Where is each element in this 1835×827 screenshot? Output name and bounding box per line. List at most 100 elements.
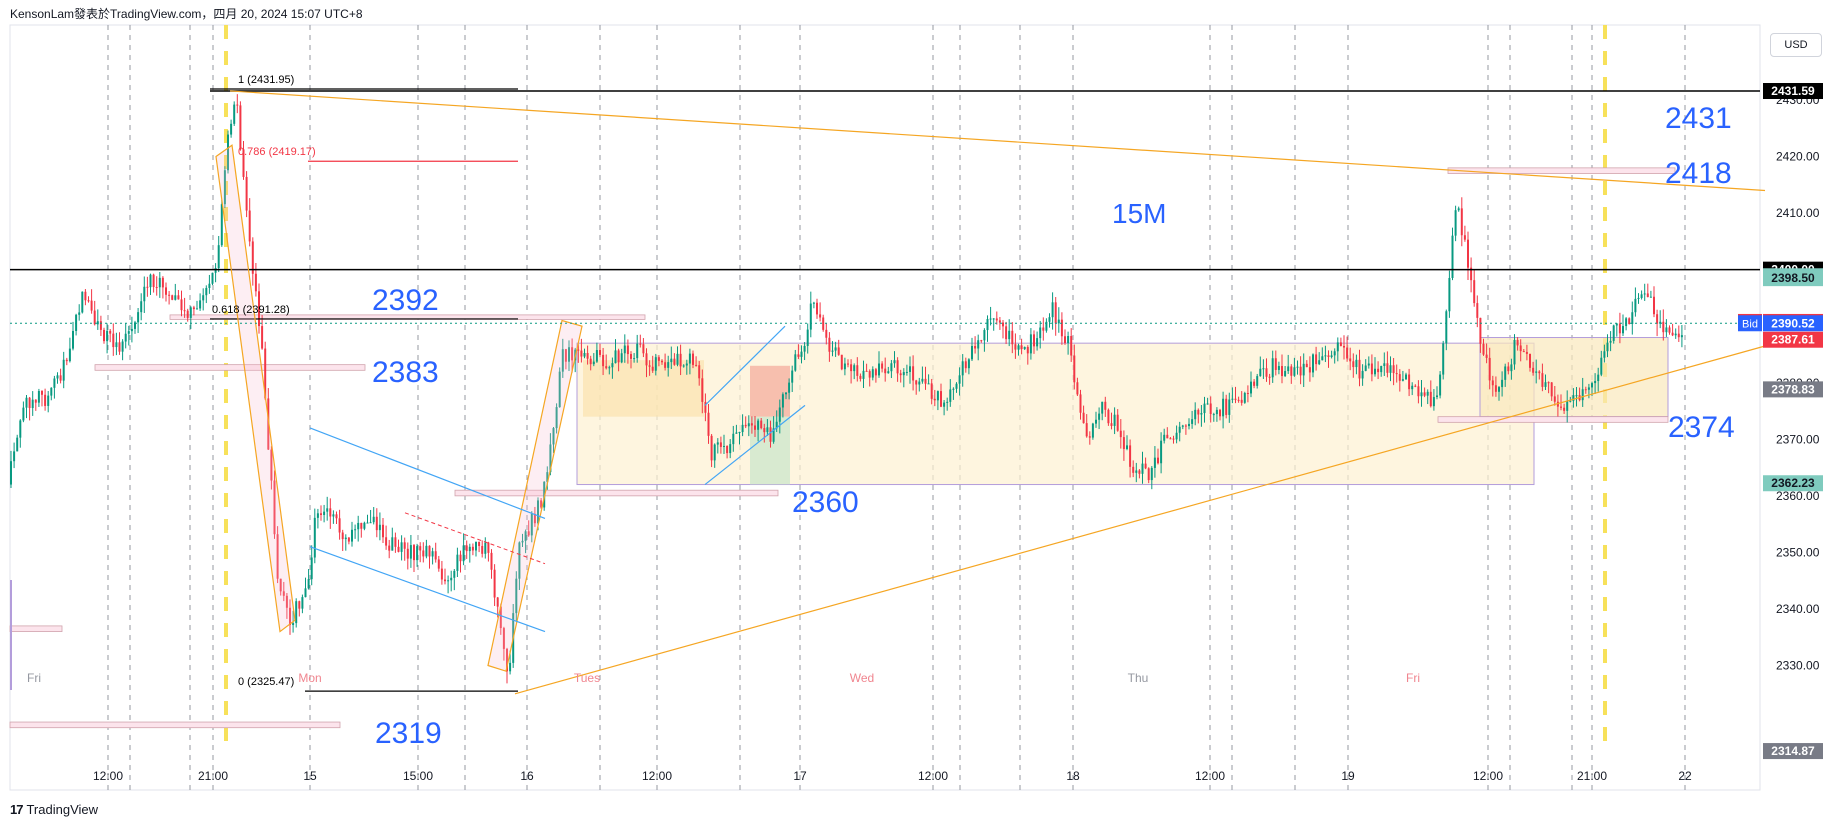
price-annotation[interactable]: 2392	[372, 284, 439, 317]
profile-stub	[10, 580, 12, 690]
x-tick-label: 12:00	[642, 769, 672, 783]
candle	[137, 307, 140, 334]
candle	[1349, 347, 1352, 371]
candle	[670, 346, 673, 370]
candle	[437, 555, 440, 572]
candle	[227, 130, 229, 174]
candle	[258, 283, 260, 334]
candle	[961, 354, 964, 387]
candle	[1367, 356, 1370, 369]
candle	[431, 547, 434, 565]
publisher-header: KensonLam發表於TradingView.com，四月 20, 2024 …	[10, 7, 363, 21]
candle	[490, 549, 493, 579]
range-zone[interactable]	[583, 360, 704, 417]
candle	[1101, 401, 1104, 421]
candle	[301, 594, 304, 614]
candle	[1671, 323, 1674, 337]
candle	[1107, 408, 1110, 426]
candle	[1234, 386, 1237, 404]
candle	[1175, 425, 1178, 444]
candle	[865, 363, 868, 372]
candle	[13, 442, 16, 469]
candle	[1361, 364, 1364, 386]
candle	[995, 311, 998, 325]
level-marker[interactable]	[454, 489, 779, 497]
candle	[1113, 407, 1116, 435]
x-tick-label: 17	[793, 769, 807, 783]
upper-trendline[interactable]	[229, 90, 1766, 192]
price-annotation[interactable]: 2360	[792, 486, 859, 519]
timeframe-annotation[interactable]: 15M	[1112, 198, 1166, 229]
price-annotation[interactable]: 2319	[375, 717, 442, 750]
candle	[1609, 331, 1612, 352]
level-marker[interactable]	[1447, 167, 1676, 174]
channel-line[interactable]	[309, 546, 546, 633]
candle	[992, 318, 995, 331]
candle	[1082, 405, 1085, 424]
price-annotation[interactable]: 2431	[1665, 102, 1732, 135]
candle	[1054, 297, 1057, 336]
candle	[140, 293, 143, 321]
candle	[623, 334, 626, 363]
swing-box[interactable]	[215, 144, 296, 633]
price-badge: 2390.52 Bid	[1738, 315, 1823, 332]
candle	[912, 355, 915, 391]
candle	[1339, 337, 1342, 347]
candle	[1315, 346, 1318, 371]
candle	[25, 394, 28, 419]
candle	[1451, 227, 1454, 281]
candle	[72, 321, 74, 351]
candle	[1637, 293, 1640, 304]
candle	[515, 571, 518, 621]
candle	[998, 316, 1001, 330]
lower-trendline[interactable]	[514, 345, 1766, 695]
candle	[1281, 354, 1283, 384]
candle	[37, 388, 40, 407]
candle	[1364, 359, 1367, 372]
candle	[1600, 350, 1603, 377]
candle	[34, 399, 37, 411]
candle	[155, 276, 158, 296]
candle	[1628, 317, 1631, 325]
candle	[949, 379, 952, 407]
level-marker[interactable]	[1437, 416, 1669, 423]
candle	[363, 521, 366, 531]
candle	[254, 263, 257, 297]
candle	[831, 341, 834, 357]
price-annotation[interactable]: 2383	[372, 356, 439, 389]
candle	[1110, 412, 1113, 430]
candle	[360, 522, 363, 538]
range-zone[interactable]	[1479, 337, 1669, 418]
candle	[1423, 387, 1426, 398]
y-tick-label: 2360.00	[1776, 489, 1820, 503]
candle	[918, 377, 921, 392]
level-marker[interactable]	[9, 721, 341, 729]
candle	[871, 366, 874, 381]
candle	[220, 199, 223, 247]
candle	[478, 541, 481, 553]
price-annotation[interactable]: 2374	[1668, 411, 1735, 444]
candle	[716, 438, 719, 454]
channel-line[interactable]	[309, 427, 546, 520]
level-marker[interactable]	[94, 364, 366, 371]
currency-button[interactable]: USD	[1770, 33, 1822, 57]
candle	[893, 351, 896, 368]
candle	[41, 390, 43, 407]
quote-label-box	[1738, 315, 1762, 332]
price-annotation[interactable]: 2418	[1665, 157, 1732, 190]
range-zone[interactable]	[750, 365, 790, 417]
candle	[1355, 354, 1358, 375]
candle	[955, 382, 958, 393]
candle	[927, 374, 930, 385]
candle	[688, 348, 691, 375]
channel-line[interactable]	[704, 404, 806, 486]
candle	[630, 351, 632, 369]
candle	[1191, 410, 1194, 429]
candle	[1225, 394, 1228, 419]
level-marker[interactable]	[9, 625, 63, 632]
swing-box[interactable]	[487, 319, 583, 672]
candle	[1079, 389, 1082, 420]
channel-line[interactable]	[704, 325, 786, 406]
